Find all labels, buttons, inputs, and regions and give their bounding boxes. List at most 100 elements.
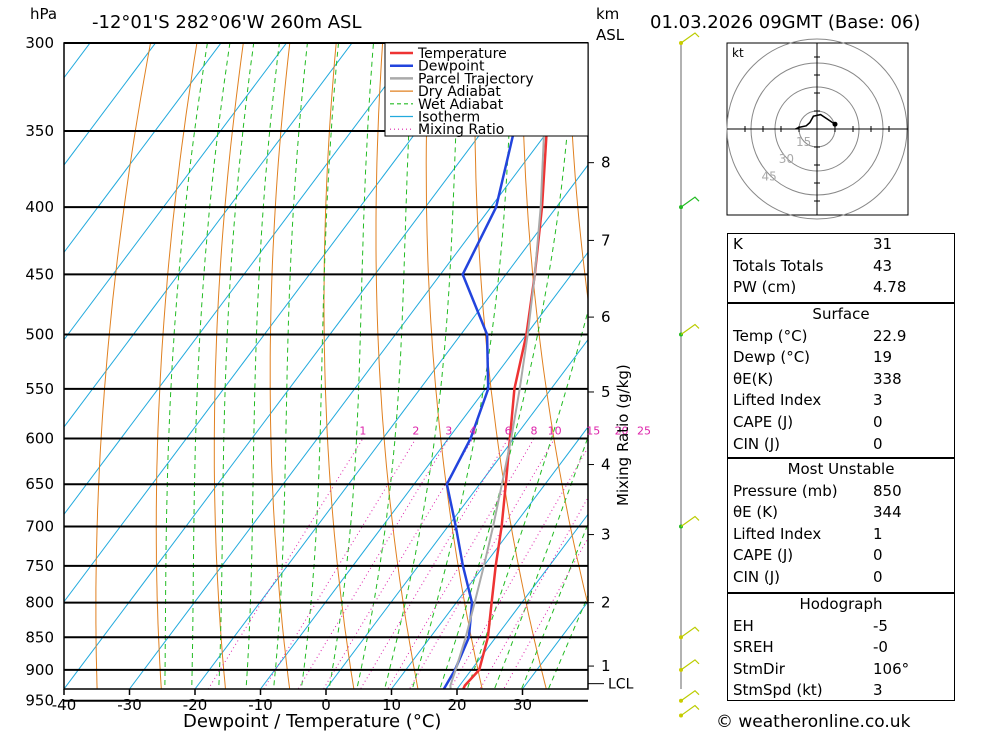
wind-profile bbox=[679, 32, 700, 718]
temp-tick-label: 30 bbox=[513, 696, 532, 714]
pressure-tick-label: 800 bbox=[25, 594, 54, 612]
row-value: 3 bbox=[873, 391, 883, 410]
isotherm-line bbox=[0, 4, 54, 689]
table-row: Totals Totals 43 bbox=[728, 256, 954, 278]
pressure-tick-label: 500 bbox=[25, 325, 54, 343]
row-key: θE (K) bbox=[733, 503, 778, 522]
row-value: 0 bbox=[873, 567, 883, 586]
row-value: 850 bbox=[873, 481, 902, 500]
legend-label: Parcel Trajectory bbox=[418, 71, 534, 87]
temp-tick-label: 20 bbox=[447, 696, 466, 714]
mixing-ratio-label: 6 bbox=[505, 425, 512, 438]
legend-label: Wet Adiabat bbox=[418, 97, 504, 113]
wet-adiabat-line bbox=[191, 43, 231, 689]
table-row: Dewp (°C) 19 bbox=[728, 347, 954, 369]
isotherm-line bbox=[64, 43, 91, 79]
legend-label: Temperature bbox=[417, 46, 507, 62]
row-key: SREH bbox=[733, 638, 774, 657]
hodograph-ring-label: 15 bbox=[796, 135, 811, 149]
row-value: 4.78 bbox=[873, 278, 907, 297]
mixing-ratio-label: 4 bbox=[469, 425, 476, 438]
lcl-label: LCL bbox=[608, 677, 634, 693]
pressure-tick-label: 300 bbox=[25, 34, 54, 52]
isotherm-line bbox=[64, 43, 288, 341]
mixing-ratio-label: 10 bbox=[548, 425, 562, 438]
mixing-ratio-axis-label: Mixing Ratio (g/kg) bbox=[614, 364, 632, 506]
table-row: SREH -0 bbox=[728, 637, 954, 659]
pressure-tick-label: 550 bbox=[25, 380, 54, 398]
table-row: CIN (J) 0 bbox=[728, 567, 954, 589]
legend-label: Dewpoint bbox=[418, 59, 485, 75]
row-value: -5 bbox=[873, 616, 888, 635]
wet-adiabat-line bbox=[493, 435, 588, 689]
mixing-ratio-label: 20 bbox=[615, 425, 629, 438]
km-tick-label: 2 bbox=[601, 594, 611, 612]
row-key: Lifted Index bbox=[733, 391, 822, 410]
hodograph-ring-label: 45 bbox=[761, 170, 776, 184]
most-unstable-title: Most Unstable bbox=[787, 460, 895, 478]
mixing-ratio-label: 2 bbox=[412, 425, 419, 438]
table-row: θE(K) 338 bbox=[728, 369, 954, 391]
isotherm-line bbox=[64, 43, 419, 516]
row-value: 0 bbox=[873, 434, 883, 453]
table-row: CAPE (J) 0 bbox=[728, 412, 954, 434]
mixing-ratio-label: 25 bbox=[637, 425, 651, 438]
legend-label: Isotherm bbox=[418, 110, 480, 126]
isotherm-line bbox=[325, 338, 588, 689]
table-row: CAPE (J) 0 bbox=[728, 545, 954, 567]
hodograph-start-dot bbox=[832, 121, 838, 127]
pressure-tick-label: 450 bbox=[25, 265, 54, 283]
row-key: PW (cm) bbox=[733, 278, 797, 297]
row-value: 1 bbox=[873, 524, 883, 543]
row-key: EH bbox=[733, 616, 754, 635]
km-tick-label: 7 bbox=[601, 231, 611, 249]
pressure-tick-label: 700 bbox=[25, 517, 54, 535]
row-value: 344 bbox=[873, 503, 902, 522]
row-key: Pressure (mb) bbox=[733, 481, 838, 500]
axis-labels: 3003504004505005506006507007508008509009… bbox=[25, 34, 532, 714]
pressure-tick-label: 850 bbox=[25, 628, 54, 646]
row-value: 19 bbox=[873, 348, 893, 367]
km-label: km bbox=[596, 5, 619, 23]
km-tick-label: 5 bbox=[601, 383, 611, 401]
row-value: 338 bbox=[873, 369, 902, 388]
dry-adiabat-line bbox=[323, 43, 355, 689]
mixing-ratio-label: 3 bbox=[445, 425, 452, 438]
row-value: 22.9 bbox=[873, 326, 907, 345]
table-row: PW (cm) 4.78 bbox=[728, 277, 954, 299]
indices-box: K 31 Totals Totals 43 PW (cm) 4.78 bbox=[727, 233, 955, 303]
mixing-ratio-label: 1 bbox=[359, 425, 366, 438]
pressure-tick-label: 900 bbox=[25, 661, 54, 679]
row-key: StmDir bbox=[733, 659, 785, 678]
isotherm-line bbox=[391, 426, 588, 689]
profile-lines bbox=[442, 43, 548, 689]
table-row: K 31 bbox=[728, 234, 954, 256]
dry-adiabat-line bbox=[213, 43, 244, 689]
table-row: θE (K) 344 bbox=[728, 502, 954, 524]
plot-frame bbox=[63, 42, 589, 690]
hodograph-box: Hodograph EH -5 SREH -0 StmDir 106° StmSpd (kt… bbox=[727, 593, 955, 701]
isobar-lines bbox=[64, 42, 588, 702]
row-key: CIN (J) bbox=[733, 567, 781, 586]
mixing-ratio-line bbox=[359, 438, 509, 689]
row-value: 31 bbox=[873, 235, 893, 253]
wet-adiabat-line bbox=[300, 43, 340, 689]
table-row: Pressure (mb) 850 bbox=[728, 481, 954, 503]
isotherm-line bbox=[64, 43, 222, 254]
wind-barb bbox=[680, 515, 700, 527]
hodograph-title: Hodograph bbox=[799, 595, 883, 613]
row-value: 0 bbox=[873, 412, 883, 431]
dry-adiabat-line bbox=[269, 43, 291, 689]
km-tick-label: 4 bbox=[601, 456, 611, 474]
surface-title: Surface bbox=[812, 305, 870, 323]
table-row: CIN (J) 0 bbox=[728, 434, 954, 456]
mixing-ratio-line bbox=[297, 438, 450, 689]
pressure-tick-label: 750 bbox=[25, 557, 54, 575]
hodograph-trace bbox=[795, 113, 836, 130]
temp-tick-label: 0 bbox=[321, 696, 331, 714]
row-key: CIN (J) bbox=[733, 434, 781, 453]
row-value: -0 bbox=[873, 638, 888, 657]
hodograph-ring-label: 30 bbox=[779, 152, 794, 166]
mixing-ratio-line bbox=[408, 438, 556, 689]
